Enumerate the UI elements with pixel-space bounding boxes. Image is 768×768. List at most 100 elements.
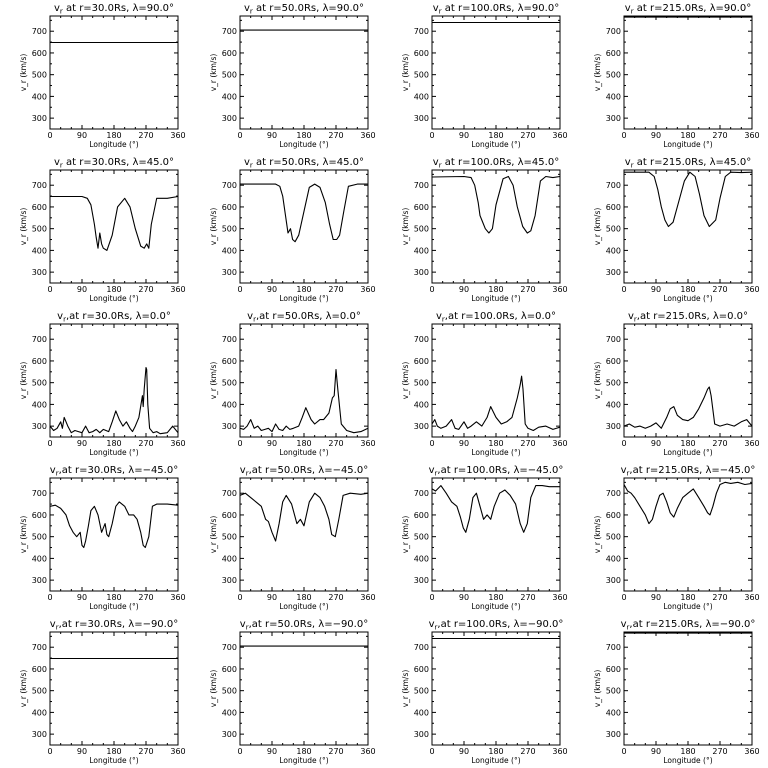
- title-subscript: r: [435, 470, 438, 478]
- title-var: v: [621, 465, 627, 476]
- subplot-title: vr,at r=100.0Rs, λ=−45.0°: [429, 465, 564, 478]
- x-tick-label: 0: [429, 439, 434, 448]
- subplot-panel: vr,at r=30.0Rs, λ=−90.0° 0 90 180 270 360 300 4…: [19, 619, 186, 765]
- y-tick-label: 300: [222, 268, 237, 277]
- y-tick-label: 600: [222, 203, 237, 212]
- title-var: v: [433, 157, 439, 168]
- title-subscript: r: [63, 316, 66, 324]
- y-tick-label: 300: [222, 576, 237, 585]
- x-tick-label: 90: [267, 131, 277, 140]
- x-tick-label: 180: [680, 285, 695, 294]
- y-tick-label: 600: [222, 665, 237, 674]
- plot-frame: [623, 323, 753, 438]
- y-axis-label: v_r (km/s): [401, 670, 410, 708]
- x-tick-label: 0: [237, 747, 242, 756]
- y-tick-label: 300: [606, 422, 621, 431]
- x-tick-label: 90: [651, 593, 661, 602]
- x-tick-label: 360: [744, 747, 759, 756]
- y-axis-label: v_r (km/s): [593, 516, 602, 554]
- subplot-panel: vr,at r=215.0Rs, λ=0.0° 0 90 180 270 360 300 40…: [593, 311, 760, 457]
- x-axis-label: Longitude (°): [663, 602, 712, 611]
- y-tick-label: 400: [606, 400, 621, 409]
- title-subscript: r: [253, 316, 256, 324]
- x-axis-label: Longitude (°): [89, 756, 138, 765]
- x-tick-label: 90: [459, 439, 469, 448]
- data-series-line: [50, 501, 178, 549]
- y-tick-label: 300: [414, 576, 429, 585]
- x-tick-label: 360: [360, 747, 375, 756]
- x-tick-label: 360: [360, 439, 375, 448]
- x-axis-label: Longitude (°): [89, 448, 138, 457]
- subplot-title: vr,at r=215.0Rs, λ=0.0°: [628, 311, 748, 324]
- x-tick-label: 0: [621, 131, 626, 140]
- y-tick-label: 500: [32, 225, 47, 234]
- x-tick-label: 270: [328, 131, 343, 140]
- x-tick-label: 90: [77, 747, 87, 756]
- title-subscript: r: [60, 162, 63, 170]
- x-tick-label: 360: [552, 439, 567, 448]
- y-tick-label: 700: [414, 489, 429, 498]
- x-tick-label: 0: [237, 131, 242, 140]
- y-tick-label: 700: [32, 335, 47, 344]
- title-text: ,at r=215.0Rs, λ=0.0°: [637, 311, 748, 322]
- x-tick-label: 270: [520, 439, 535, 448]
- x-tick-label: 270: [712, 439, 727, 448]
- y-tick-label: 400: [222, 708, 237, 717]
- y-tick-label: 400: [606, 708, 621, 717]
- y-tick-label: 400: [606, 246, 621, 255]
- title-var: v: [57, 311, 63, 322]
- y-tick-label: 600: [606, 665, 621, 674]
- x-tick-label: 270: [138, 747, 153, 756]
- subplot-title: vr at r=215.0Rs, λ=90.0°: [625, 3, 751, 16]
- x-tick-label: 0: [429, 747, 434, 756]
- title-subscript: r: [439, 162, 442, 170]
- x-tick-label: 360: [170, 285, 185, 294]
- x-tick-label: 360: [552, 593, 567, 602]
- title-var: v: [50, 619, 56, 630]
- title-var: v: [429, 465, 435, 476]
- title-var: v: [621, 619, 627, 630]
- x-tick-label: 270: [328, 593, 343, 602]
- x-tick-label: 180: [680, 131, 695, 140]
- title-text: ,at r=30.0Rs, λ=−45.0°: [59, 465, 179, 476]
- title-text: ,at r=30.0Rs, λ=−90.0°: [59, 619, 179, 630]
- y-tick-label: 700: [414, 335, 429, 344]
- x-tick-label: 360: [552, 285, 567, 294]
- title-subscript: r: [435, 624, 438, 632]
- subplot-title: vr at r=30.0Rs, λ=45.0°: [54, 157, 174, 170]
- x-tick-label: 0: [47, 285, 52, 294]
- plot-frame: [623, 631, 753, 746]
- title-var: v: [247, 311, 253, 322]
- y-axis-label: v_r (km/s): [593, 208, 602, 246]
- title-subscript: r: [631, 162, 634, 170]
- subplot-panel: vr at r=100.0Rs, λ=45.0° 0 90 180 270 360 300 4…: [401, 157, 568, 303]
- y-tick-label: 300: [606, 576, 621, 585]
- x-tick-label: 0: [621, 747, 626, 756]
- x-tick-label: 270: [138, 439, 153, 448]
- y-axis-label: v_r (km/s): [209, 208, 218, 246]
- subplot-panel: vr at r=215.0Rs, λ=45.0° 0 90 180 270 360 300 4…: [593, 157, 760, 303]
- y-tick-label: 400: [414, 246, 429, 255]
- x-tick-label: 90: [267, 285, 277, 294]
- x-tick-label: 270: [712, 131, 727, 140]
- x-axis-label: Longitude (°): [279, 756, 328, 765]
- x-tick-label: 180: [296, 131, 311, 140]
- x-tick-label: 90: [267, 439, 277, 448]
- y-tick-label: 700: [606, 181, 621, 190]
- x-tick-label: 180: [296, 747, 311, 756]
- x-tick-label: 0: [621, 439, 626, 448]
- y-tick-label: 300: [222, 422, 237, 431]
- plot-frame: [49, 631, 179, 746]
- y-tick-label: 500: [606, 225, 621, 234]
- y-tick-label: 600: [222, 511, 237, 520]
- subplot-title: vr,at r=50.0Rs, λ=−45.0°: [240, 465, 368, 478]
- title-var: v: [244, 157, 250, 168]
- x-tick-label: 90: [651, 285, 661, 294]
- x-tick-label: 90: [267, 747, 277, 756]
- subplot-panel: vr at r=30.0Rs, λ=45.0° 0 90 180 270 360 300 40…: [19, 157, 186, 303]
- y-axis-label: v_r (km/s): [19, 208, 28, 246]
- x-tick-label: 270: [138, 285, 153, 294]
- plot-frame: [431, 169, 561, 284]
- x-tick-label: 180: [106, 439, 121, 448]
- x-tick-label: 360: [360, 593, 375, 602]
